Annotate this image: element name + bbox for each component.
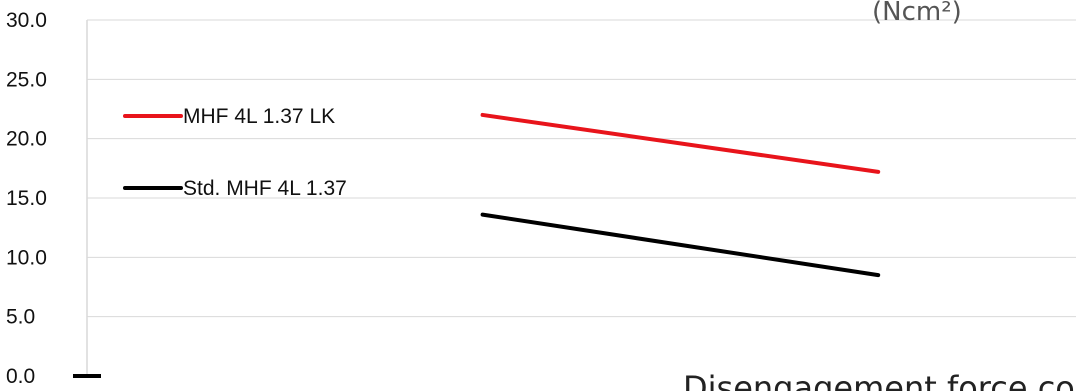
corner-unit-text: (Ncm²) <box>872 0 962 27</box>
legend-label-0: MHF 4L 1.37 LK <box>183 105 335 128</box>
y-tick-label: 20.0 <box>6 128 47 151</box>
y-tick-label: 30.0 <box>6 9 47 32</box>
series-lines <box>480 112 881 278</box>
legend: MHF 4L 1.37 LK Std. MHF 4L 1.37 <box>123 105 347 200</box>
y-tick-label: 25.0 <box>6 68 47 91</box>
y-tick-label: 5.0 <box>6 306 35 329</box>
series-line-1 <box>480 212 881 278</box>
y-tick-labels: 0.0 5.0 10.0 15.0 20.0 25.0 30.0 <box>6 9 47 388</box>
caption-text: Disengagement force co <box>683 369 1075 391</box>
y-tick-label: 0.0 <box>6 365 35 388</box>
series-line-0 <box>480 112 881 174</box>
gridlines <box>87 19 1076 318</box>
y-tick-label: 15.0 <box>6 187 47 210</box>
legend-label-1: Std. MHF 4L 1.37 <box>183 177 347 200</box>
y-tick-label: 10.0 <box>6 246 47 269</box>
